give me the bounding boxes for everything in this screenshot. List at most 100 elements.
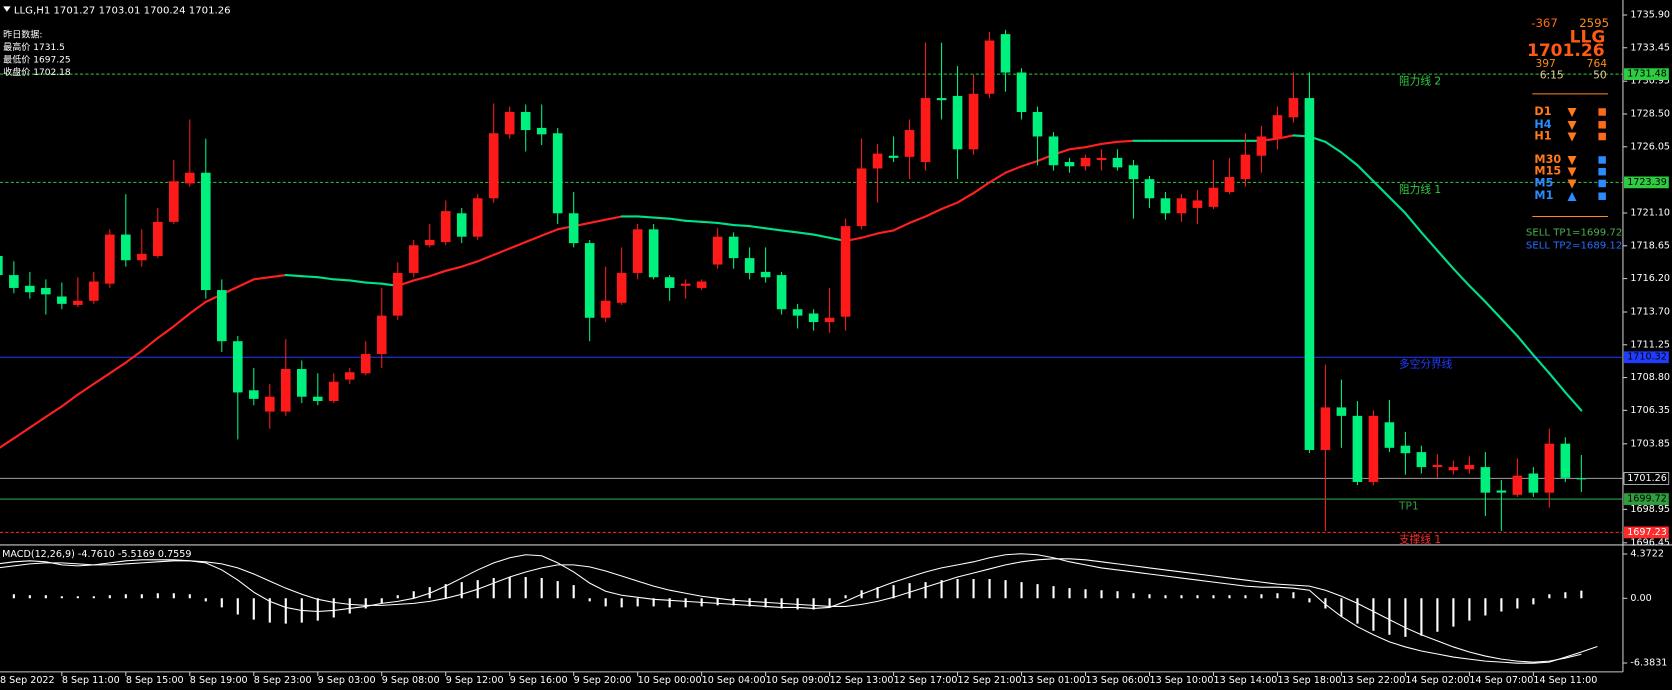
candle-body [73,300,83,305]
candle-body [328,381,339,401]
y-tick-label: 1708.80 [1630,372,1670,383]
timeframe-arrow: ▼ [1568,104,1577,118]
candle-body [1208,187,1219,207]
candle-body [1288,98,1299,118]
ma-segment [28,415,47,429]
candle-body [57,296,67,304]
candle-body [280,369,291,412]
ma-segment [604,215,623,221]
candle-body [744,258,755,273]
ma-segment [764,227,783,232]
candle-body [616,272,627,303]
y-tick-label: 1703.85 [1630,438,1670,449]
ma-segment [492,247,511,256]
candle-body [936,98,947,101]
price-tag-label: 1723.39 [1627,177,1667,188]
ma-segment [1340,151,1359,167]
timeframe-square [1598,167,1606,176]
y-tick-label: 1726.05 [1630,141,1670,152]
candle-body [1080,157,1091,167]
x-tick-label: 8 Sep 15:00 [126,675,184,686]
ma-segment [860,232,879,239]
candle-body [25,285,35,293]
timeframe-square [1598,108,1606,116]
ma-segment [700,220,719,224]
ma-segment [716,221,735,227]
candle-body [1192,200,1203,208]
yesterday-line: 昨日数据: [3,29,42,41]
ma-segment [668,217,687,222]
y-tick-label: 1711.25 [1630,339,1670,350]
candle-body [1064,162,1075,167]
candle-body [664,277,675,288]
ma-segment [1020,159,1039,168]
candle-body [1320,407,1331,450]
candle-body [968,93,979,150]
x-tick-label: 13 Sep 18:00 [1277,675,1341,686]
ma-segment [1004,165,1023,174]
panel-price: 1701.26 [1527,41,1605,61]
candle-body [760,271,771,278]
candle-body [536,127,547,135]
macd-panel [0,553,1598,664]
ma-segment [524,234,543,244]
candle-body [1000,34,1011,73]
y-tick-label: 1728.50 [1630,108,1670,119]
x-tick-label: 10 Sep 00:00 [638,675,702,686]
candle-body [1384,422,1395,448]
candle-body [1304,98,1315,450]
x-tick-label: 10 Sep 04:00 [702,675,766,686]
candle-body [296,369,307,397]
candle-body [520,111,531,131]
ma-segment [444,265,463,272]
candle-body [552,133,563,214]
panel-time: 6:15 [1540,69,1564,82]
candle-body [360,354,371,374]
candle-body [1464,464,1475,470]
candle-body [1336,407,1347,416]
ma-segment [1084,142,1103,149]
candle-body [1176,198,1187,214]
ma-segment [508,240,527,250]
candle-body [1480,467,1491,493]
candle-body [840,226,851,317]
ma-segment [988,171,1007,184]
symbol: LLG,H1 [14,6,50,17]
candle-body [232,341,243,393]
sell-tp2: SELL TP2=1689.12 [1526,240,1622,251]
candle-body [1016,72,1027,112]
ma-segment [60,393,79,408]
candle-body [1240,154,1251,180]
x-tick-label: 9 Sep 16:00 [510,675,568,686]
ma-segment [348,279,367,284]
ma-segment [428,269,447,278]
candle-body [0,255,3,276]
candle-body [312,396,323,401]
candle-body [1560,443,1571,478]
y-tick-label: 1733.45 [1630,42,1670,53]
price-tag [1623,472,1670,485]
x-tick-label: 8 Sep 11:00 [62,675,120,686]
ma-segment [1532,354,1551,375]
ma-segment [1468,284,1487,303]
ma-segment [300,275,319,279]
price-tag-label: 1731.48 [1627,69,1667,80]
level-label: 支撑线 1 [1399,533,1441,546]
x-tick-label: 8 Sep 19:00 [190,675,248,686]
ma-segment [684,219,703,223]
candle-body [792,309,803,316]
timeframe-name: H4 [1534,118,1551,131]
price-tag-label: 1710.32 [1627,352,1667,363]
menu-triangle[interactable] [3,6,11,12]
ma-segment [1404,212,1423,234]
axes: 1735.90 1733.45 1730.95 1728.50 1726.05 1721.… [0,9,1670,685]
ma-segment [972,181,991,195]
candle-body [185,172,195,184]
candle-body [584,243,595,318]
candle-body [696,281,707,288]
ma-segment [1420,231,1439,252]
timeframe-square [1598,156,1606,164]
y-tick-label: 1696.45 [1630,537,1670,548]
ma-segment [796,231,815,236]
